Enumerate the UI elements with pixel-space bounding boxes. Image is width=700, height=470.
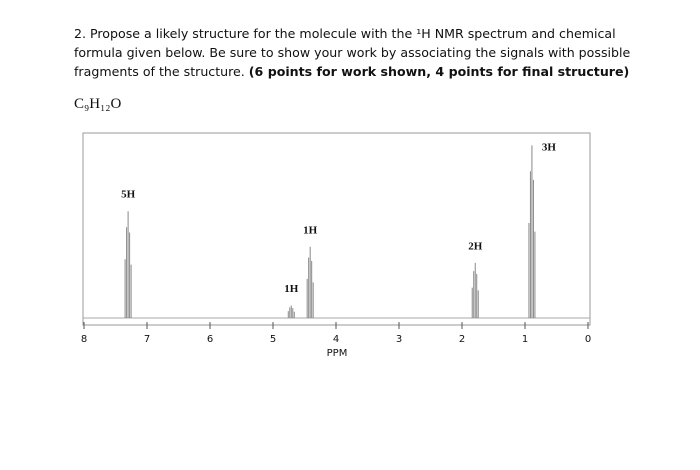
peak (471, 262, 479, 318)
x-tick-label: 6 (207, 334, 213, 345)
integration-label: 2H (468, 240, 483, 252)
x-tick-label: 8 (81, 334, 87, 345)
x-tick-label: 3 (396, 334, 402, 345)
integration-label: 1H (303, 224, 318, 236)
question-line: 2. Propose a likely structure for the mo… (74, 26, 616, 41)
question-line: fragments of the structure. (6 points fo… (74, 62, 630, 81)
formula: C₉H₁₂O (74, 96, 122, 112)
integration-label: 5H (121, 189, 136, 201)
question-line: formula given below. Be sure to show you… (74, 45, 631, 60)
peak (287, 305, 295, 318)
x-tick-label: 4 (333, 334, 339, 345)
points: (6 points for work shown, 4 points for f… (248, 64, 630, 79)
question: 2. Propose a likely structure for the mo… (74, 24, 630, 81)
x-axis-label: PPM (327, 348, 348, 359)
question-text: fragments of the structure. (74, 64, 249, 79)
peak (528, 145, 536, 318)
x-tick-label: 2 (459, 334, 465, 345)
frame (82, 132, 591, 326)
peak (124, 211, 132, 318)
x-tick-label: 0 (585, 334, 591, 345)
x-tick-label: 7 (144, 334, 150, 345)
x-tick-label: 1 (522, 334, 528, 345)
peak (306, 246, 314, 318)
integration-label: 1H (284, 283, 299, 295)
x-tick-label: 5 (270, 334, 276, 345)
integration-label: 3H (542, 142, 557, 154)
